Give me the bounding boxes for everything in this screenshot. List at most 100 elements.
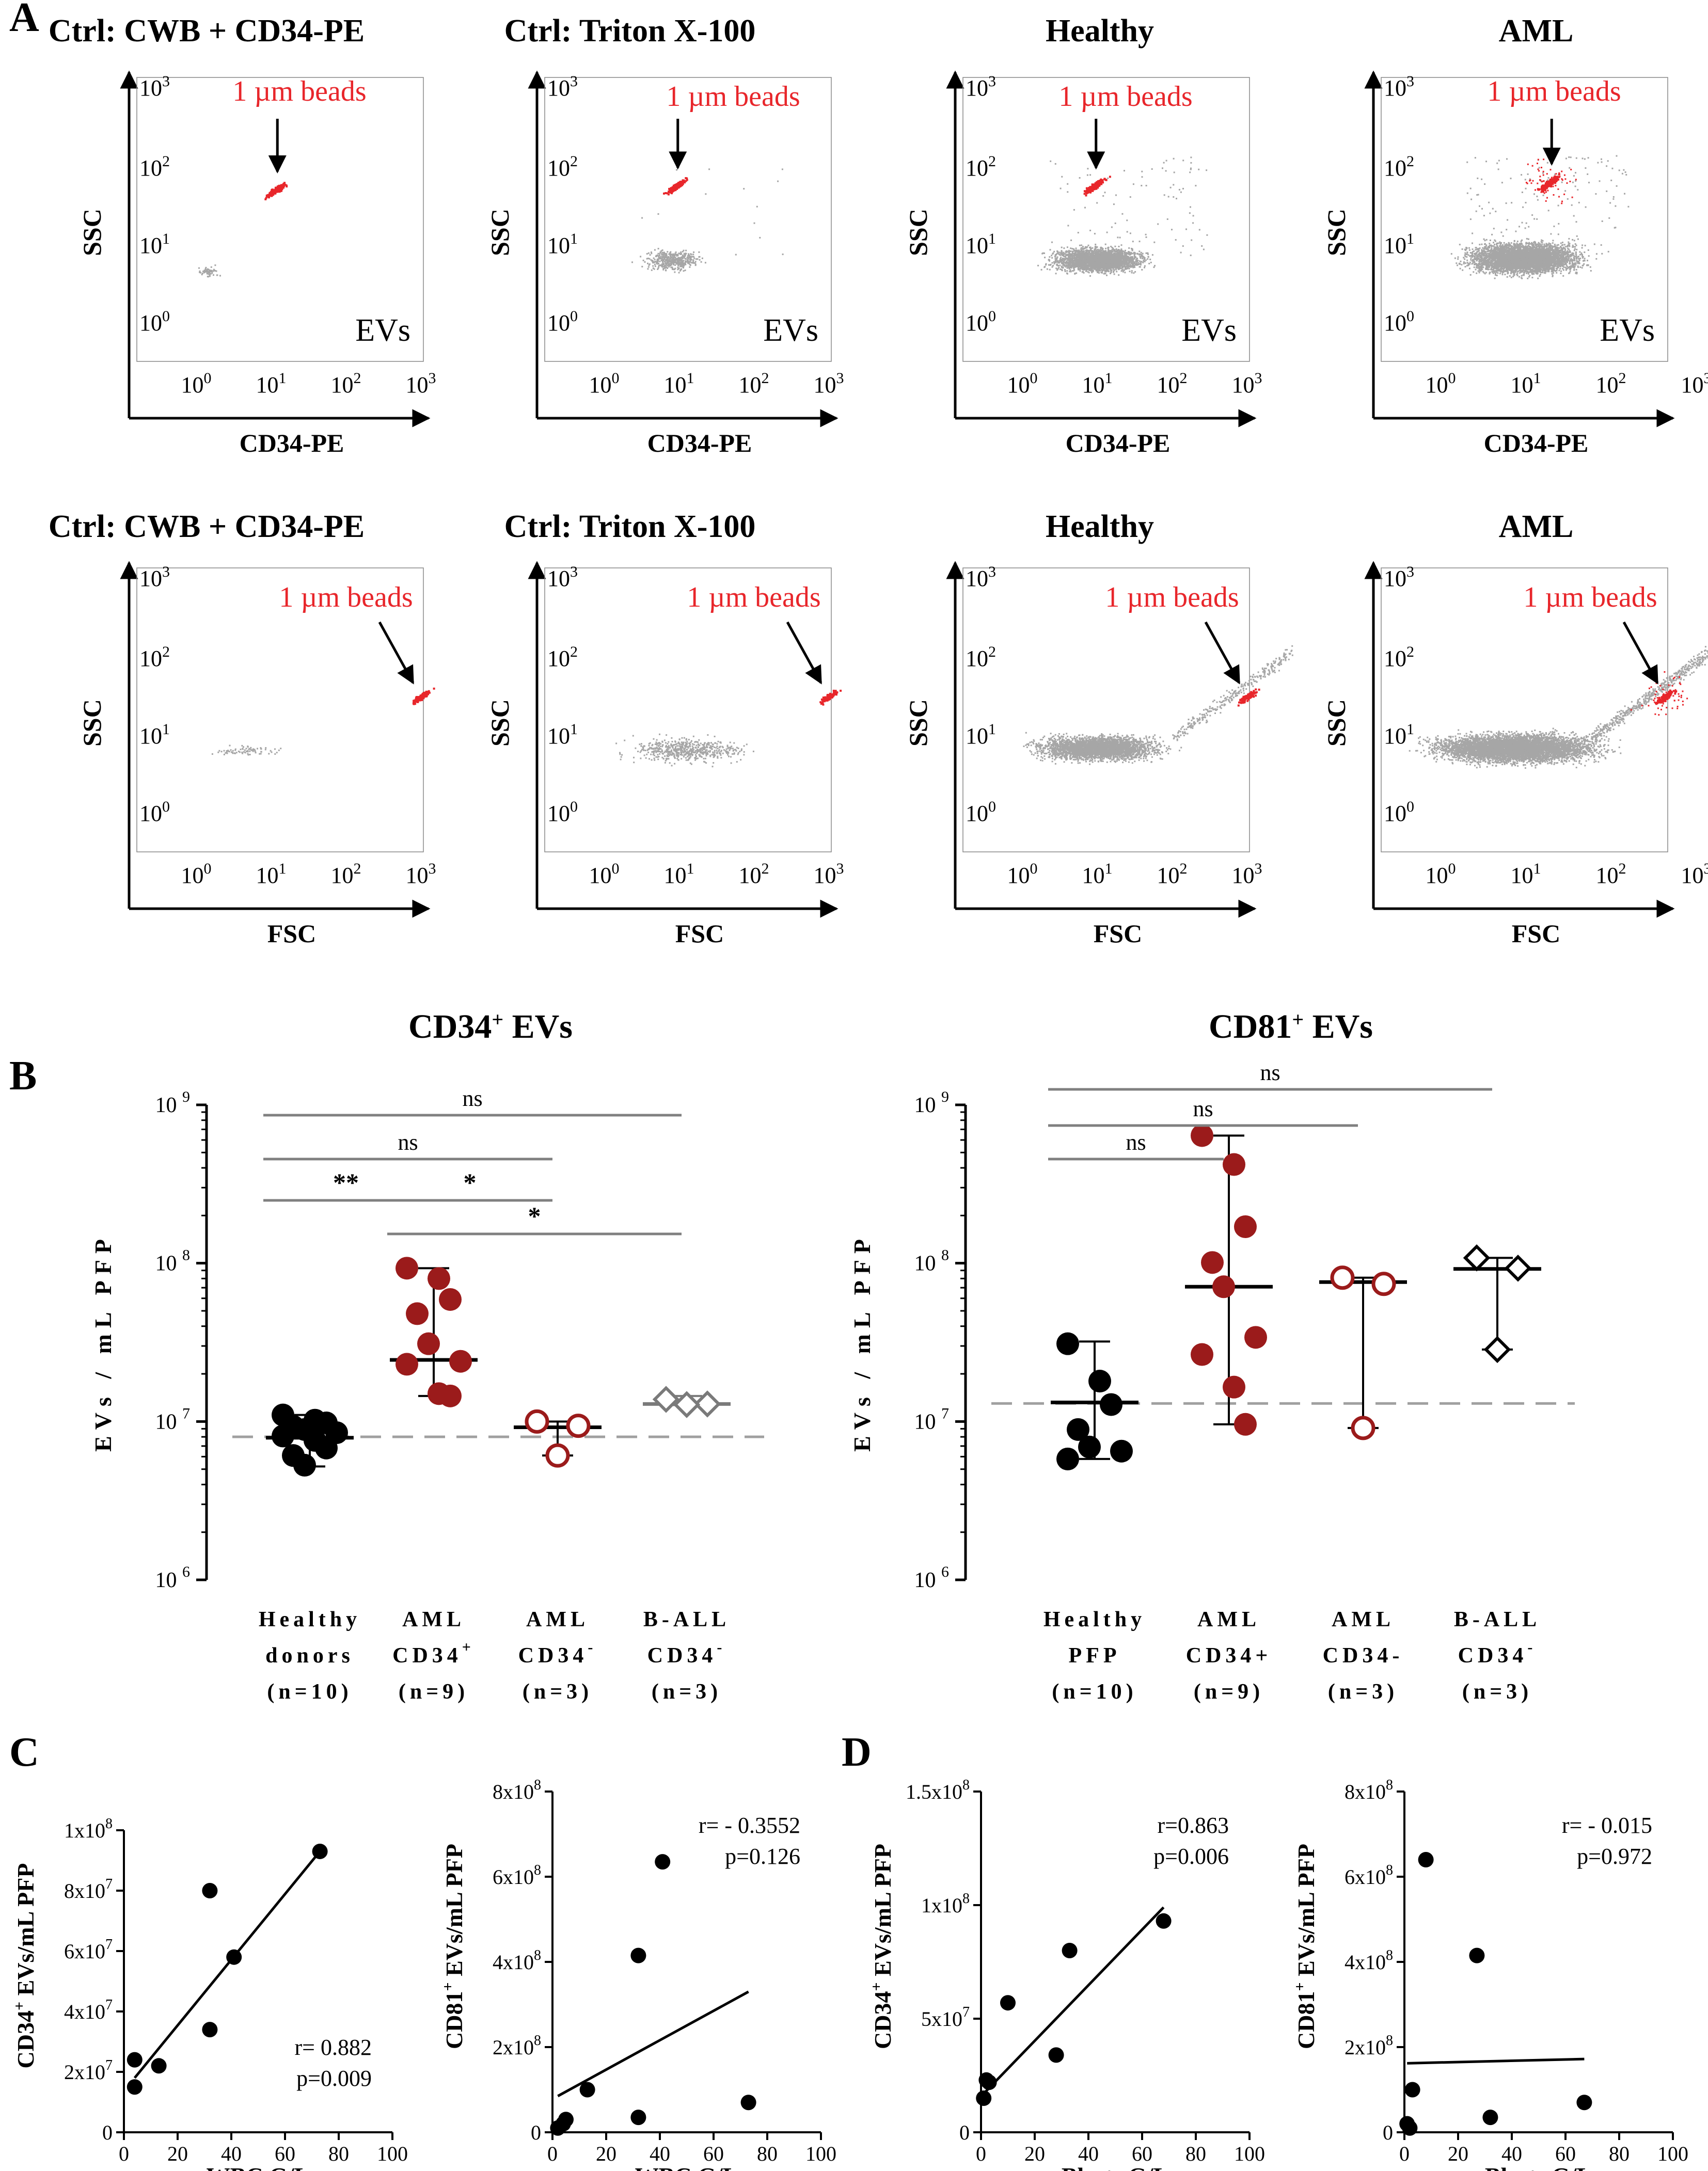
x-axis-label: WBC G/L — [207, 2163, 310, 2171]
y-tick-base: 2x10 — [64, 2061, 105, 2084]
category-line: AML — [1332, 1608, 1395, 1631]
x-tick-label: 80 — [328, 2142, 349, 2165]
panel-letter-d: D — [842, 1730, 872, 1775]
x-tick-label: 60 — [1555, 2142, 1576, 2165]
x-tick-label: 101 — [664, 860, 694, 888]
plot-frame — [1381, 77, 1668, 362]
y-tick-base: 10 — [966, 566, 988, 591]
y-tick-exp: 1 — [162, 721, 170, 738]
y-tick-label: 100 — [1384, 798, 1414, 826]
x-tick-exp: 2 — [762, 860, 769, 877]
category-label: CD34- — [1323, 1644, 1404, 1668]
y-tick-exp: 2 — [988, 153, 996, 170]
data-point — [579, 2082, 595, 2098]
x-axis-label: CD34-PE — [1484, 429, 1589, 457]
y-tick-exp: 0 — [988, 798, 996, 815]
y-tick-exp: 7 — [105, 1937, 113, 1953]
y-tick-label: 6x108 — [1345, 1862, 1393, 1889]
y-tick-label: 4x107 — [64, 1997, 113, 2023]
x-tick-exp: 1 — [687, 370, 694, 387]
category-label: (n=3) — [652, 1680, 722, 1704]
bead-population — [1237, 688, 1260, 707]
y-tick-label: 102 — [1384, 643, 1414, 671]
x-tick-base: 10 — [406, 372, 429, 398]
evs-label: EVs — [763, 313, 818, 348]
x-tick-label: 102 — [1157, 860, 1188, 888]
series-aml-cd34- — [1185, 1124, 1273, 1436]
x-tick-exp: 3 — [1704, 370, 1708, 387]
y-tick-label: 102 — [547, 643, 578, 671]
p-value: p=0.009 — [296, 2066, 372, 2091]
y-tick-base: 10 — [966, 75, 988, 101]
data-point — [1482, 2110, 1498, 2126]
x-tick-label: 40 — [1078, 2142, 1099, 2165]
data-point — [202, 1883, 218, 1898]
y-tick-base: 10 — [139, 155, 162, 181]
category-line: (n=10) — [1052, 1680, 1137, 1704]
fit-line — [983, 1906, 1165, 2095]
beads-label: 1 µm beads — [687, 581, 820, 613]
x-tick-base: 10 — [589, 863, 612, 888]
y-tick-exp: 2 — [988, 643, 996, 660]
x-tick-exp: 0 — [612, 370, 620, 387]
category-label: (n=10) — [267, 1680, 352, 1704]
x-tick-label: 20 — [596, 2142, 616, 2165]
y-tick-exp: 1 — [988, 230, 996, 247]
data-point — [1504, 1255, 1532, 1282]
x-tick-label: 103 — [1232, 860, 1262, 888]
x-tick-base: 10 — [1681, 863, 1704, 888]
x-axis-label: WBC G/L — [635, 2163, 739, 2171]
x-tick-label: 20 — [167, 2142, 188, 2165]
y-tick-exp: 2 — [570, 153, 578, 170]
series-healthy-donors — [266, 1403, 354, 1477]
x-tick-base: 10 — [1082, 863, 1105, 888]
x-tick-exp: 2 — [1180, 370, 1188, 387]
y-tick-base: 10 — [547, 233, 570, 258]
data-point — [1483, 1336, 1511, 1364]
y-tick-label: 4x108 — [1345, 1947, 1393, 1974]
x-tick-base: 10 — [664, 863, 687, 888]
x-tick-label: 102 — [331, 860, 361, 888]
y-tick-base: 0 — [531, 2121, 541, 2144]
x-tick-label: 0 — [119, 2142, 129, 2165]
y-tick-exp: 1 — [570, 230, 578, 247]
data-point — [202, 2022, 218, 2038]
x-tick-exp: 0 — [1030, 860, 1038, 877]
y-tick-base: 10 — [139, 723, 162, 749]
plot-title: AML — [1499, 13, 1574, 49]
y-tick-base: 4x10 — [64, 2000, 105, 2023]
plot-frame — [962, 567, 1250, 852]
y-label-sup: + — [868, 1982, 885, 1991]
category-label: Healthy — [1043, 1608, 1146, 1631]
x-tick-exp: 0 — [1448, 370, 1456, 387]
series-healthy-pfp — [1051, 1332, 1138, 1470]
y-tick-base: 10 — [139, 75, 162, 101]
beads-arrow — [378, 621, 415, 685]
y-tick-exp: 0 — [162, 308, 170, 325]
x-tick-label: 102 — [1157, 370, 1188, 398]
data-point — [1234, 1215, 1257, 1238]
category-label: B-ALL — [643, 1608, 730, 1631]
x-tick-exp: 0 — [1448, 860, 1456, 877]
y-tick-base: 10 — [547, 310, 570, 336]
significance-label: ns — [462, 1086, 482, 1111]
x-tick-label: 101 — [1082, 860, 1113, 888]
x-tick-label: 100 — [377, 2142, 408, 2165]
x-tick-exp: 0 — [204, 370, 212, 387]
category-label: (n=10) — [1052, 1680, 1137, 1704]
y-axis-label: EVs / mL PFP — [90, 1233, 116, 1452]
x-tick-base: 10 — [181, 863, 204, 888]
y-tick-base: 10 — [139, 646, 162, 671]
p-value: p=0.972 — [1577, 1844, 1652, 1869]
y-tick-label: 2x107 — [64, 2057, 113, 2084]
x-tick-label: 100 — [1657, 2142, 1688, 2165]
data-point — [1156, 1913, 1172, 1929]
y-tick-base: 1.5x10 — [906, 1780, 962, 1803]
x-tick-label: 103 — [1681, 370, 1708, 398]
category-label: donors — [265, 1644, 354, 1668]
y-tick-base: 10 — [547, 155, 570, 181]
x-tick-base: 10 — [256, 372, 279, 398]
